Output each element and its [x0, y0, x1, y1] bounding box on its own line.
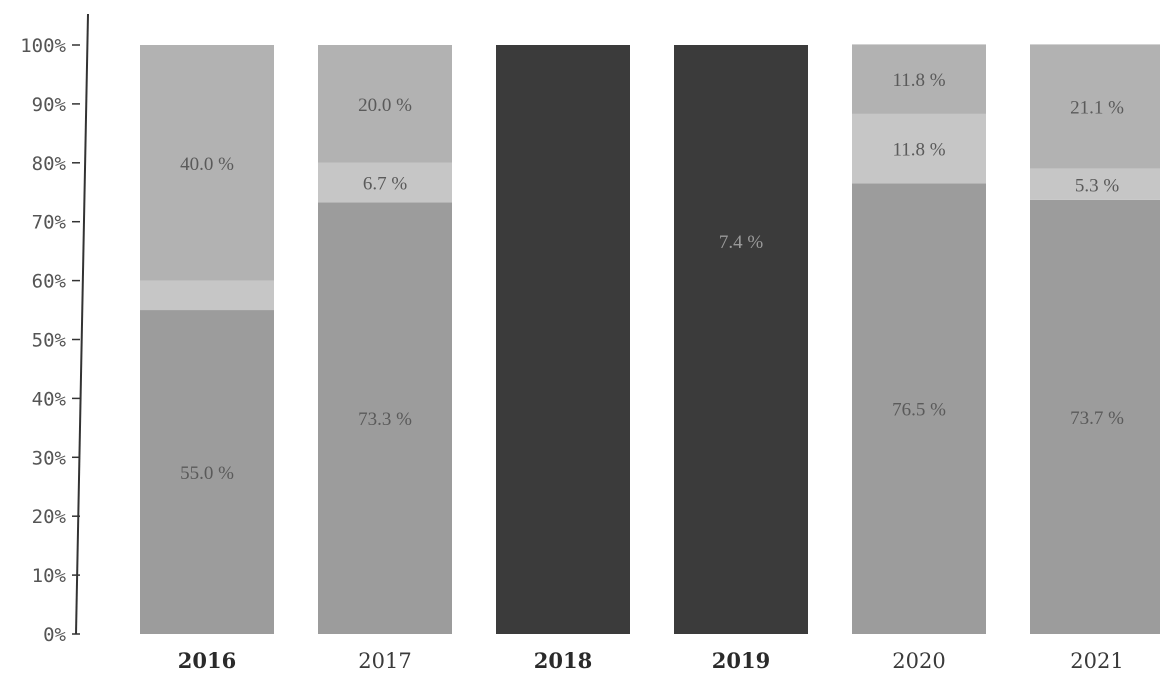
data-label: 55.0 %	[180, 463, 234, 484]
bar-stack-2020: 76.5 % 11.8 % 11.8 %	[852, 44, 986, 635]
data-label: 7.4 %	[719, 232, 764, 253]
y-tick-label: 30%	[32, 447, 67, 469]
bar-stack-2017: 73.3 % 6.7 % 20.0 %	[318, 45, 452, 634]
data-label: 5.3 %	[1075, 175, 1120, 196]
data-label: 73.3 %	[358, 409, 412, 430]
bar-segment-dark	[496, 45, 630, 634]
bar-segment	[1030, 199, 1160, 635]
data-label: 40.0 %	[180, 154, 234, 175]
y-tick-label: 40%	[32, 388, 67, 410]
bar-segment	[852, 113, 986, 184]
y-axis-line	[75, 13, 89, 635]
bar-segment-dark	[674, 45, 808, 634]
data-label: 76.5 %	[892, 400, 946, 421]
bar-segment	[140, 310, 274, 634]
bar-stack-2021: 73.7 % 5.3 % 21.1 %	[1030, 44, 1160, 635]
x-category-label: 2017	[358, 649, 411, 673]
data-label: 20.0 %	[358, 95, 412, 116]
y-tick-labels: 0% 10% 20% 30% 40% 50% 60% 70% 80% 90% 100%	[20, 35, 80, 646]
y-tick-label: 0%	[43, 624, 66, 646]
bar-segment	[318, 45, 452, 163]
bar-segment	[318, 162, 452, 203]
y-tick-label: 100%	[20, 35, 66, 57]
y-tick-label: 20%	[32, 506, 67, 528]
data-label: 73.7 %	[1070, 408, 1124, 429]
bar-segment	[1030, 168, 1160, 200]
y-tick-label: 60%	[32, 271, 67, 293]
bars-group: 55.0 % 40.0 % 73.3 % 6.7 % 20.0 % 7.4 % 76.5 %…	[140, 44, 1160, 635]
data-label: 21.1 %	[1070, 98, 1124, 119]
data-label: 11.8 %	[892, 70, 945, 91]
bar-segment	[1030, 44, 1160, 169]
bar-segment	[852, 44, 986, 114]
y-tick-label: 10%	[32, 565, 67, 587]
y-tick-label: 50%	[32, 330, 67, 352]
bar-segment	[318, 202, 452, 634]
bar-stack-2016: 55.0 % 40.0 %	[140, 45, 274, 634]
y-tick-label: 90%	[32, 94, 67, 116]
bar-segment	[852, 183, 986, 635]
bar-stack-2018	[496, 45, 630, 634]
data-label: 11.8 %	[892, 140, 945, 161]
y-tick-label: 80%	[32, 153, 67, 175]
x-category-label: 2019	[712, 648, 770, 673]
x-category-label: 2016	[178, 648, 236, 673]
y-tick-label: 70%	[32, 212, 67, 234]
bar-stack-2019: 7.4 %	[674, 45, 808, 634]
x-category-label: 2018	[534, 648, 592, 673]
data-label: 6.7 %	[363, 174, 408, 195]
bar-segment	[140, 45, 274, 281]
category-labels: 2016 2017 2018 2019 2020 2021	[178, 648, 1124, 673]
x-category-label: 2020	[892, 649, 945, 673]
bar-segment	[140, 280, 274, 311]
x-category-label: 2021	[1070, 649, 1123, 673]
